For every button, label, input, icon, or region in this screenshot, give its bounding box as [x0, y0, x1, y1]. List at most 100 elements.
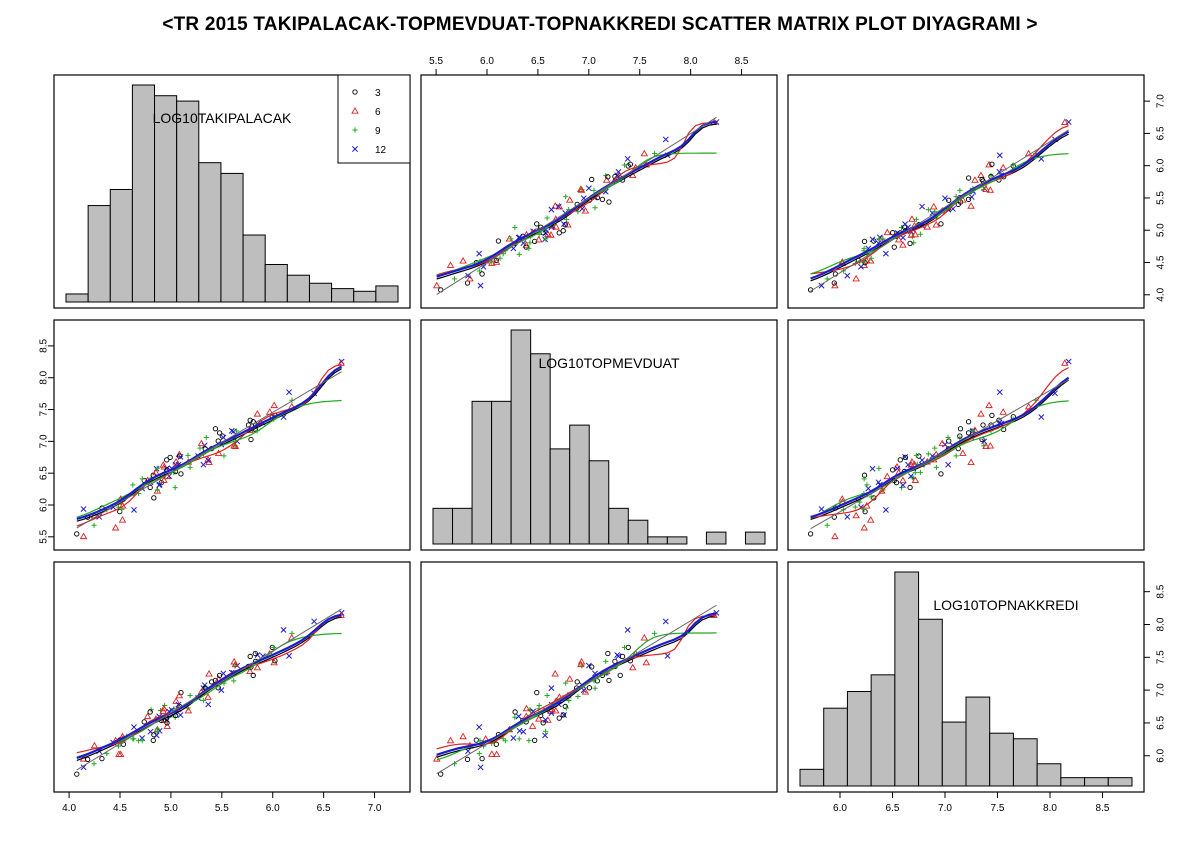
tick-label: 6.0	[1156, 158, 1167, 172]
data-point	[130, 482, 136, 488]
smooth-line	[76, 368, 342, 522]
data-point	[446, 736, 455, 744]
tick-label: 8.0	[39, 370, 50, 384]
data-point	[119, 506, 125, 512]
histogram-bar	[198, 162, 222, 303]
data-point	[965, 430, 972, 436]
data-point	[945, 461, 952, 468]
data-point	[664, 652, 671, 659]
histogram-bar	[744, 531, 766, 545]
panel-2-0	[53, 561, 411, 793]
data-point	[860, 523, 869, 531]
smooth-line	[810, 400, 1069, 519]
data-point	[908, 458, 916, 465]
tick-label: 6.5	[39, 466, 50, 480]
histogram-bar	[588, 460, 610, 545]
data-point	[534, 221, 540, 227]
histogram-bar	[264, 263, 288, 303]
data-point	[1038, 414, 1045, 421]
panel-2-2: LOG10TOPNAKKREDI	[787, 561, 1145, 793]
data-point	[967, 202, 975, 209]
data-point	[555, 203, 562, 210]
panel-frame	[420, 74, 778, 309]
histogram-bar	[666, 536, 688, 545]
data-point	[508, 236, 514, 242]
data-point	[522, 241, 531, 248]
histogram-bar	[109, 188, 133, 303]
tick-label: 6.5	[531, 56, 545, 67]
tick-label: 7.0	[1156, 94, 1167, 108]
data-point	[512, 709, 518, 715]
data-point	[526, 245, 532, 251]
data-point	[231, 660, 240, 668]
data-point	[852, 274, 860, 282]
data-point	[232, 663, 238, 669]
data-point	[599, 196, 606, 203]
histogram-bar	[941, 721, 967, 787]
data-point	[536, 702, 542, 709]
data-point	[902, 221, 909, 228]
data-point	[982, 442, 990, 450]
data-point	[861, 476, 867, 482]
data-point	[929, 210, 936, 216]
data-point	[118, 516, 127, 523]
data-point	[566, 697, 572, 704]
data-point	[563, 680, 569, 686]
data-point	[352, 146, 358, 152]
data-point	[957, 187, 963, 193]
data-point	[172, 697, 180, 704]
smooth-line	[436, 122, 717, 276]
data-point	[933, 464, 940, 471]
data-point	[479, 755, 485, 762]
data-point	[111, 523, 120, 531]
data-point	[247, 653, 253, 660]
data-point	[563, 193, 569, 200]
data-point	[585, 185, 592, 192]
data-point	[544, 215, 550, 221]
data-point	[925, 207, 931, 213]
data-point	[942, 195, 948, 202]
data-point	[254, 652, 261, 659]
data-point	[552, 223, 560, 230]
data-point	[520, 728, 527, 735]
legend-label: 3	[375, 88, 381, 99]
data-point	[548, 685, 555, 692]
smooth-line	[810, 376, 1070, 519]
panel-0-0: LOG10TAKIPALACAK	[53, 74, 411, 309]
data-point	[566, 196, 574, 203]
data-point	[547, 231, 555, 238]
regression-line	[436, 116, 717, 295]
tick-label: 6.0	[1156, 748, 1167, 762]
data-point	[894, 235, 903, 243]
data-point	[512, 224, 518, 231]
data-point	[900, 482, 906, 489]
smooth-line	[810, 125, 1069, 275]
data-point	[977, 171, 985, 179]
data-point	[953, 193, 959, 200]
histogram-bar	[799, 768, 825, 787]
data-point	[492, 258, 501, 265]
data-point	[575, 693, 581, 700]
data-point	[562, 703, 568, 710]
data-point	[864, 482, 870, 488]
data-point	[852, 504, 858, 510]
data-point	[932, 445, 938, 451]
data-point	[883, 228, 892, 236]
data-point	[248, 436, 254, 443]
data-point	[986, 441, 995, 449]
histogram-bar	[331, 288, 355, 303]
data-point	[200, 461, 207, 468]
panel-0-2	[787, 74, 1145, 309]
tick-label: 7.0	[368, 803, 382, 814]
tick-label: 7.0	[1156, 683, 1167, 697]
panel-frame	[420, 319, 778, 551]
data-point	[621, 162, 628, 168]
smooth-line	[76, 399, 342, 518]
tick-label: 5.5	[429, 56, 443, 67]
tick-label: 8.0	[1156, 617, 1167, 631]
tick-label: 8.0	[684, 56, 698, 67]
data-point	[624, 155, 631, 162]
histogram-bar	[647, 536, 668, 545]
data-point	[205, 701, 212, 708]
data-point	[662, 136, 669, 143]
